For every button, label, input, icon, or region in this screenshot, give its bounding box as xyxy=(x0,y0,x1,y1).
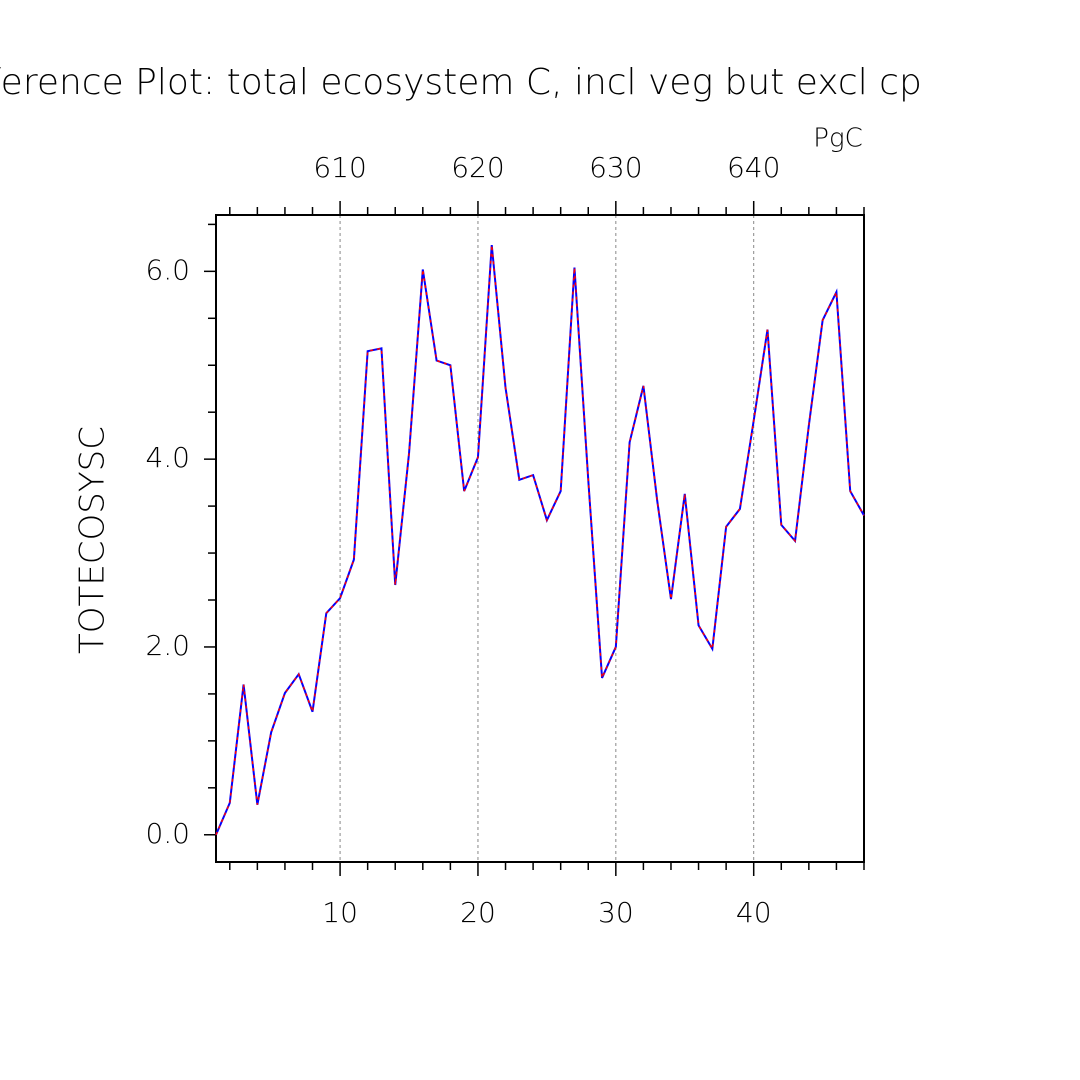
y-tick-label: 2.0 xyxy=(145,629,190,662)
x-tick-label: 20 xyxy=(460,896,496,929)
chart-title: ference Plot: total ecosystem C, incl ve… xyxy=(0,62,922,103)
data-line xyxy=(215,244,865,836)
data-line-dash xyxy=(215,244,865,836)
plot-frame xyxy=(215,214,865,863)
y-tick-label: 6.0 xyxy=(145,253,190,286)
y-axis-label: TOTECOSYSC xyxy=(73,426,113,654)
y-tick-label: 4.0 xyxy=(145,441,190,474)
x2-axis-label: PgC xyxy=(813,124,862,154)
x2-tick-label: 640 xyxy=(727,151,780,184)
x2-tick-label: 610 xyxy=(313,151,366,184)
x2-tick-label: 620 xyxy=(451,151,504,184)
x-tick-label: 30 xyxy=(598,896,634,929)
x2-tick-label: 630 xyxy=(589,151,642,184)
x-tick-label: 40 xyxy=(736,896,772,929)
x-tick-label: 10 xyxy=(322,896,358,929)
y-tick-label: 0.0 xyxy=(145,817,190,850)
